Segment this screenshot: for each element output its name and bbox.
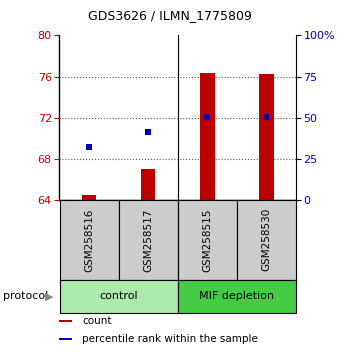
Bar [177, 200, 237, 280]
Bar [237, 200, 296, 280]
Bar [59, 200, 119, 280]
Text: GSM258515: GSM258515 [202, 208, 212, 272]
Bar [82, 195, 97, 200]
Text: count: count [82, 316, 112, 326]
Text: GSM258516: GSM258516 [84, 208, 94, 272]
Bar [119, 200, 177, 280]
Text: GSM258517: GSM258517 [143, 208, 153, 272]
Bar [59, 338, 72, 339]
Text: ▶: ▶ [45, 291, 54, 302]
Text: control: control [99, 291, 138, 302]
Bar [141, 169, 155, 200]
Text: MIF depletion: MIF depletion [199, 291, 274, 302]
Bar [259, 74, 274, 200]
Bar [59, 280, 177, 313]
Text: GDS3626 / ILMN_1775809: GDS3626 / ILMN_1775809 [88, 9, 252, 22]
Text: protocol: protocol [3, 291, 49, 302]
Bar [177, 280, 296, 313]
Bar [59, 320, 72, 322]
Text: percentile rank within the sample: percentile rank within the sample [82, 333, 258, 344]
Text: GSM258530: GSM258530 [261, 208, 271, 272]
Bar [200, 73, 215, 200]
